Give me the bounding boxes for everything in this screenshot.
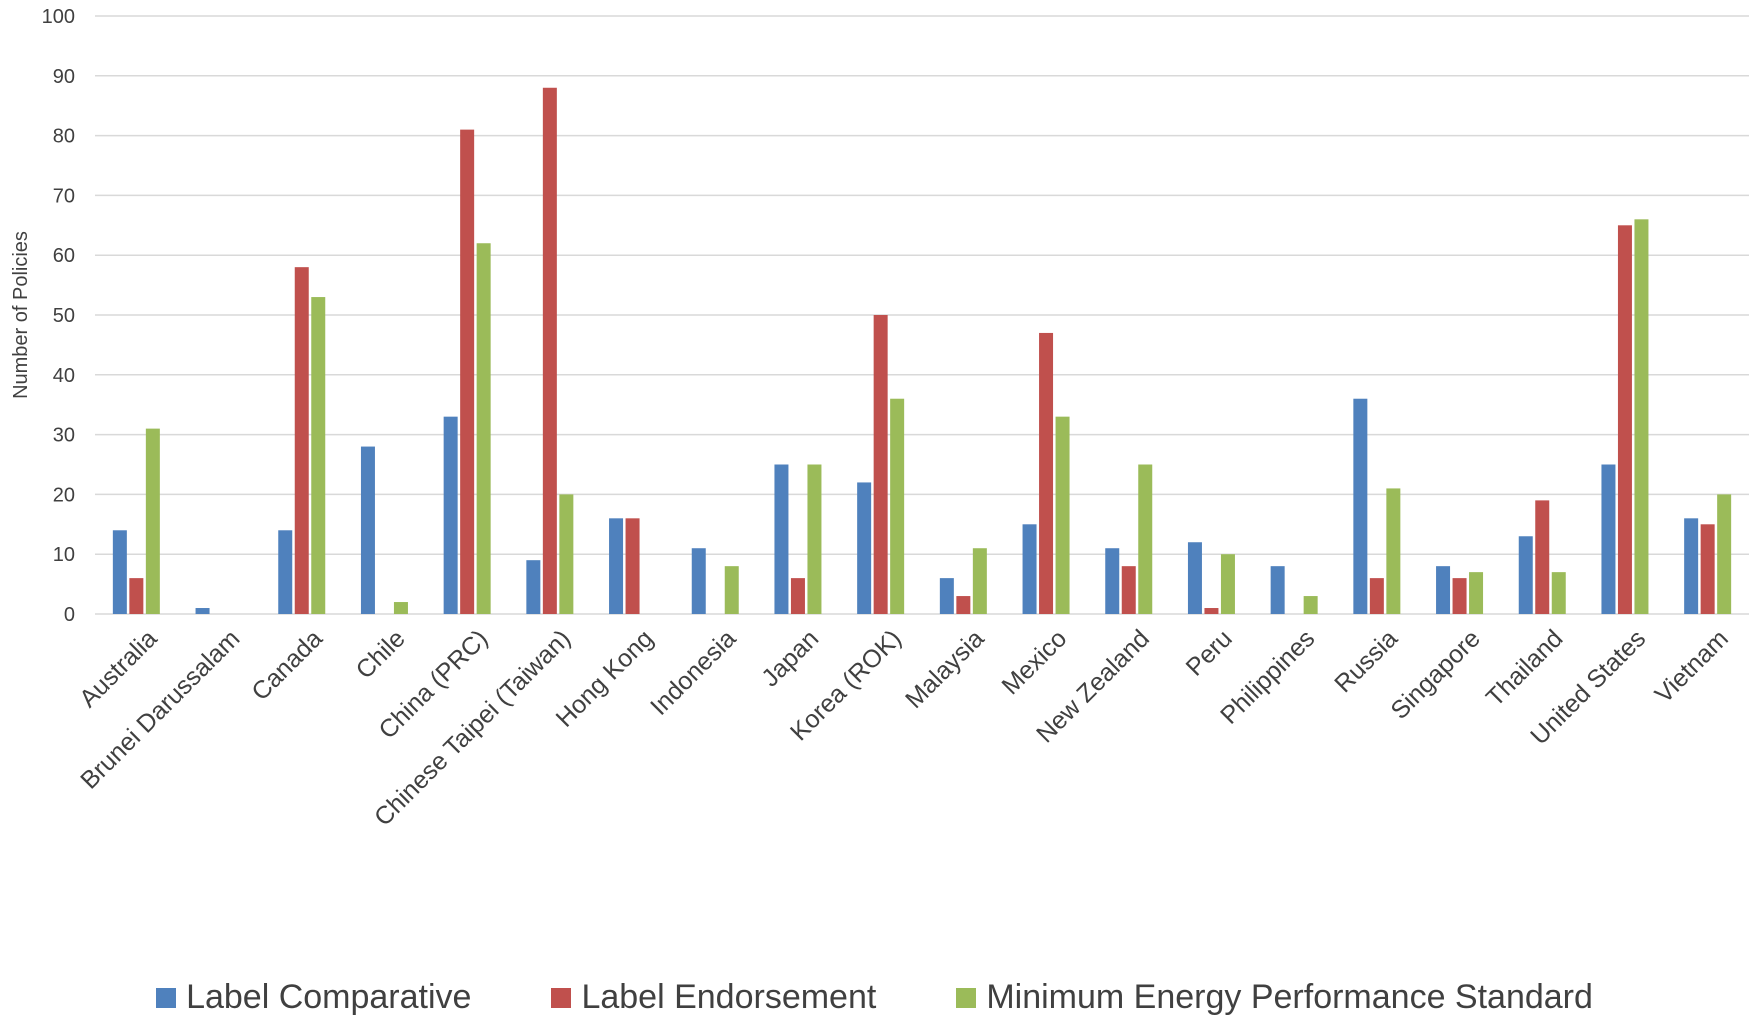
y-tick-label: 30 — [53, 425, 75, 447]
x-tick-label: Singapore — [1385, 624, 1485, 724]
bar — [625, 518, 640, 614]
x-tick-label: Brunei Darussalam — [75, 624, 245, 794]
bar — [1601, 464, 1616, 614]
bar — [129, 578, 144, 614]
bar — [294, 267, 309, 614]
bar — [278, 530, 293, 614]
x-tick-label: Japan — [756, 624, 824, 692]
bar — [1634, 219, 1649, 614]
bar — [1452, 578, 1467, 614]
x-tick-label: Malaysia — [900, 624, 990, 714]
y-axis-ticks: 0 10 20 30 40 50 60 70 80 90 100 — [42, 6, 75, 626]
bar — [1187, 542, 1202, 614]
bar — [476, 243, 491, 615]
legend: Label Comparative Label Endorsement Mini… — [0, 978, 1749, 1017]
y-tick-label: 40 — [53, 365, 75, 387]
legend-item-label-comparative: Label Comparative — [156, 978, 471, 1017]
bar — [1022, 524, 1037, 614]
legend-label: Label Endorsement — [581, 978, 877, 1016]
y-tick-label: 70 — [53, 185, 75, 207]
bar — [112, 530, 127, 614]
gridlines — [95, 15, 1749, 615]
x-tick-label: Chile — [351, 624, 411, 684]
bar — [393, 602, 408, 614]
bar — [311, 297, 326, 614]
y-tick-label: 100 — [42, 6, 75, 28]
bar — [1369, 578, 1384, 614]
bar — [460, 129, 475, 614]
bar — [1303, 596, 1318, 614]
bar — [1105, 548, 1120, 614]
bar — [724, 566, 739, 614]
x-tick-label: Russia — [1329, 624, 1403, 698]
bar — [609, 518, 624, 614]
x-tick-label: Peru — [1181, 624, 1238, 681]
bar — [1518, 536, 1533, 614]
bar — [1469, 572, 1484, 614]
bar — [443, 416, 458, 614]
y-tick-label: 50 — [53, 305, 75, 327]
legend-swatch — [551, 987, 572, 1008]
y-tick-label: 80 — [53, 126, 75, 148]
bar — [1353, 398, 1368, 614]
bars — [112, 87, 1732, 615]
bar — [1055, 416, 1070, 614]
legend-label: Label Comparative — [186, 978, 472, 1016]
bar — [1121, 566, 1136, 614]
y-tick-label: 0 — [64, 604, 75, 626]
y-tick-label: 60 — [53, 245, 75, 267]
bar — [559, 494, 574, 614]
y-tick-label: 90 — [53, 66, 75, 88]
bar — [1717, 494, 1732, 614]
bar — [774, 464, 789, 614]
bar — [542, 87, 557, 614]
y-axis-label: Number of Policies — [10, 231, 32, 399]
bar — [790, 578, 805, 614]
bar — [1386, 488, 1401, 614]
bar — [195, 608, 210, 614]
x-tick-label: Vietnam — [1650, 624, 1734, 708]
x-tick-label: Canada — [246, 624, 328, 706]
bar — [1700, 524, 1715, 614]
legend-swatch — [156, 987, 177, 1008]
legend-label: Minimum Energy Performance Standard — [986, 978, 1593, 1016]
bar — [890, 398, 905, 614]
bar — [1039, 332, 1054, 614]
bar — [360, 446, 375, 614]
bar — [691, 548, 706, 614]
bar — [145, 428, 160, 614]
legend-swatch — [956, 987, 977, 1008]
bar — [1436, 566, 1451, 614]
x-tick-label: Indonesia — [645, 624, 742, 721]
bar — [1535, 500, 1550, 614]
legend-item-meps: Minimum Energy Performance Standard — [956, 978, 1593, 1017]
bar — [873, 315, 888, 614]
x-tick-label: Mexico — [996, 624, 1072, 700]
bar — [1270, 566, 1285, 614]
bar — [1220, 554, 1235, 614]
bar — [1617, 225, 1632, 615]
bar — [956, 596, 971, 614]
bar — [939, 578, 954, 614]
y-tick-label: 20 — [53, 484, 75, 506]
bar — [807, 464, 822, 614]
y-tick-label: 10 — [53, 544, 75, 566]
bar — [857, 482, 872, 614]
bar — [972, 548, 987, 614]
bar — [1204, 608, 1219, 614]
bar — [1138, 464, 1153, 614]
bar — [1684, 518, 1699, 614]
bar — [526, 560, 541, 614]
x-tick-label: Thailand — [1481, 624, 1569, 712]
legend-item-label-endorsement: Label Endorsement — [551, 978, 876, 1017]
bar — [1551, 572, 1566, 614]
